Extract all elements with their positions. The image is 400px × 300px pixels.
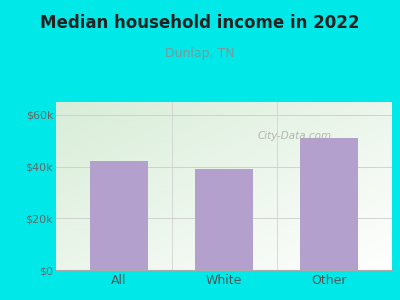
Bar: [300, 138, 358, 270]
Text: City-Data.com: City-Data.com: [258, 130, 332, 141]
Bar: [90, 161, 148, 270]
Text: Dunlap, TN: Dunlap, TN: [165, 46, 235, 59]
Text: Median household income in 2022: Median household income in 2022: [40, 14, 360, 32]
Bar: [195, 169, 253, 270]
